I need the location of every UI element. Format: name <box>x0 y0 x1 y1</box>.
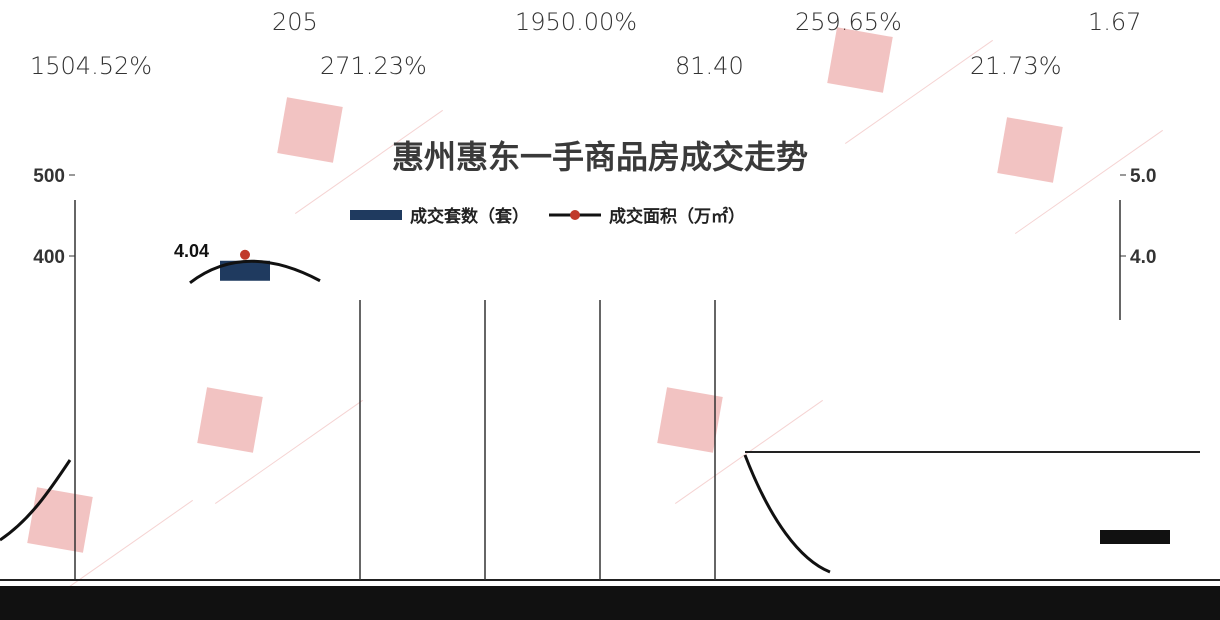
watermark-logo-icon <box>197 387 263 453</box>
stat-value: 1.67 <box>1088 8 1142 36</box>
series-line <box>743 454 831 574</box>
stat-value: 271.23% <box>320 52 427 80</box>
watermark-layer <box>27 27 1163 604</box>
stat-value: 81.40 <box>675 52 744 80</box>
watermark-logo-icon <box>657 387 723 453</box>
stat-value: 21.73% <box>970 52 1062 80</box>
data-label: 4.04 <box>174 241 209 261</box>
chart-title: 惠州惠东一手商品房成交走势 <box>392 138 808 176</box>
stat-value: 1950.00% <box>515 8 638 36</box>
watermark <box>27 487 193 604</box>
legend-swatch-bar <box>350 210 402 220</box>
legend-label: 成交套数（套） <box>410 206 529 226</box>
series-line <box>189 259 321 284</box>
data-point <box>240 249 250 260</box>
watermark-line <box>294 109 443 214</box>
watermark-line <box>1014 129 1163 234</box>
chart-legend: 成交套数（套） 成交面积（万㎡） <box>350 206 745 226</box>
stat-value: 205 <box>272 8 318 36</box>
y-right-tick-label: 5.0 <box>1130 166 1156 187</box>
chart-axes: 500 400 5.0 4.0 <box>0 166 1220 581</box>
chart-plot-area <box>0 249 1220 620</box>
watermark-logo-icon <box>827 27 893 93</box>
y-left-tick-label: 500 <box>33 166 65 187</box>
watermark <box>997 117 1163 234</box>
watermark-line <box>844 39 993 144</box>
watermark <box>197 387 363 504</box>
bar <box>220 260 270 281</box>
chart-annotations: 4.04 <box>174 241 209 261</box>
watermark <box>657 387 823 504</box>
stat-value: 259.65% <box>795 8 902 36</box>
legend-swatch-point <box>570 210 580 220</box>
watermark-logo-icon <box>277 97 343 163</box>
stats-row-2: 1504.52% 271.23% 81.40 21.73% <box>0 52 1220 92</box>
watermark-logo-icon <box>27 487 93 553</box>
watermark-line <box>214 399 363 504</box>
stats-row-1: 205 1950.00% 259.65% 1.67 <box>0 8 1220 48</box>
watermark-logo-icon <box>997 117 1063 183</box>
legend-label: 成交面积（万㎡） <box>609 206 745 226</box>
y-left-tick-label: 400 <box>33 247 65 268</box>
y-right-tick-label: 4.0 <box>1130 247 1156 268</box>
watermark <box>277 97 443 214</box>
series-line <box>0 459 72 542</box>
bar <box>1100 530 1170 544</box>
x-axis-label-band <box>0 586 1220 620</box>
watermark <box>827 27 993 144</box>
stat-value: 1504.52% <box>30 52 153 80</box>
